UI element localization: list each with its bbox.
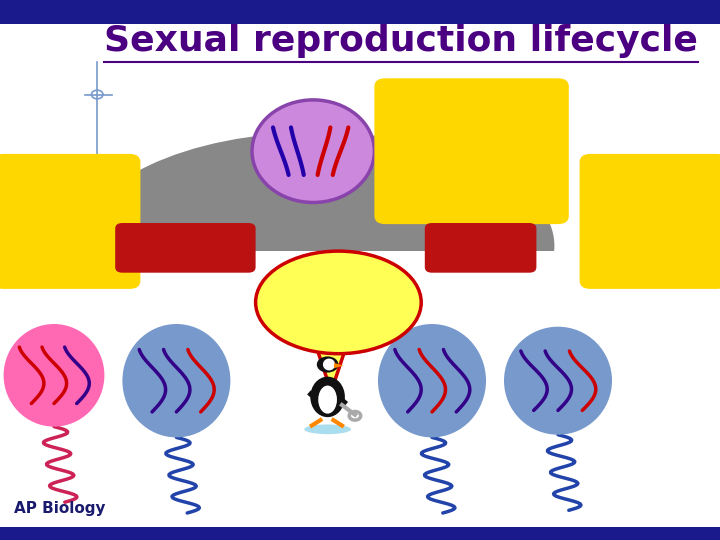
Ellipse shape	[310, 377, 345, 417]
Ellipse shape	[252, 100, 374, 202]
Ellipse shape	[317, 356, 338, 373]
Text: fertilization: fertilization	[126, 239, 245, 257]
Ellipse shape	[122, 324, 230, 437]
Bar	[65, 251, 569, 540]
Ellipse shape	[256, 251, 421, 354]
Ellipse shape	[504, 327, 612, 435]
FancyBboxPatch shape	[425, 223, 536, 273]
Polygon shape	[334, 363, 343, 368]
Ellipse shape	[378, 324, 486, 437]
Text: AP Biology: AP Biology	[14, 501, 106, 516]
Text: We're mixing
things up here!
A good thing?: We're mixing things up here! A good thin…	[275, 275, 402, 330]
Text: Sexual reproduction lifecycle: Sexual reproduction lifecycle	[104, 24, 698, 58]
Polygon shape	[317, 348, 346, 392]
Ellipse shape	[323, 359, 336, 370]
Ellipse shape	[4, 324, 104, 427]
Text: ▪ 2 copies
▪ diploid
▪ 2n: ▪ 2 copies ▪ diploid ▪ 2n	[396, 115, 507, 187]
Ellipse shape	[79, 132, 554, 359]
FancyBboxPatch shape	[580, 154, 720, 289]
FancyBboxPatch shape	[0, 154, 140, 289]
Text: ▪ 1 copy
▪ haploid
▪ 1n: ▪ 1 copy ▪ haploid ▪ 1n	[601, 185, 703, 258]
Text: meiosis: meiosis	[442, 239, 519, 257]
Text: ▪ 1 copy
▪ haploid
▪ 1n: ▪ 1 copy ▪ haploid ▪ 1n	[14, 185, 116, 258]
Ellipse shape	[318, 386, 337, 414]
Bar	[0, 0, 720, 24]
Bar	[0, 526, 720, 540]
FancyBboxPatch shape	[374, 78, 569, 224]
Ellipse shape	[305, 424, 351, 434]
FancyBboxPatch shape	[115, 223, 256, 273]
